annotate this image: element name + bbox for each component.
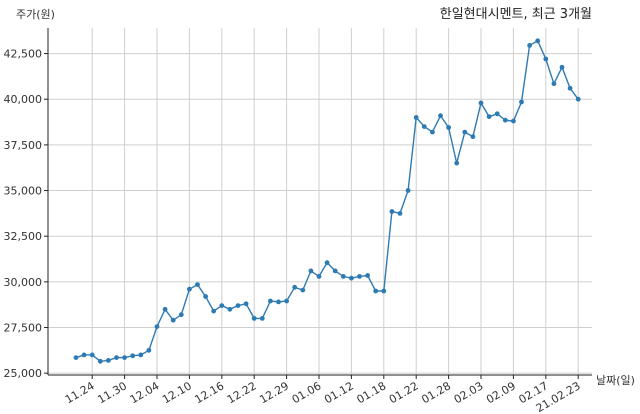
data-point xyxy=(97,358,103,364)
x-tick-label: 12.16 xyxy=(193,379,227,406)
data-point xyxy=(308,268,314,274)
data-point xyxy=(470,134,476,140)
data-point xyxy=(81,352,87,358)
data-point xyxy=(130,353,136,359)
data-point xyxy=(462,129,468,135)
y-axis-label: 주가(원) xyxy=(16,8,55,21)
x-tick-label: 12.10 xyxy=(160,379,194,406)
x-tick-label: 12.22 xyxy=(225,379,259,406)
axes xyxy=(44,28,592,379)
y-tick-label: 40,000 xyxy=(4,93,43,106)
x-tick-label: 11.30 xyxy=(95,379,129,406)
data-point xyxy=(276,299,281,305)
data-point xyxy=(138,352,144,358)
data-point xyxy=(316,274,322,279)
data-point xyxy=(259,316,265,321)
data-point xyxy=(413,115,419,120)
data-point xyxy=(300,287,306,293)
data-point xyxy=(502,117,508,123)
y-tick-label: 32,500 xyxy=(4,230,43,243)
y-tick-label: 37,500 xyxy=(4,139,43,152)
data-point xyxy=(349,275,354,281)
data-point xyxy=(373,288,379,294)
y-tick-label: 42,500 xyxy=(4,48,43,61)
y-tick-labels: 25,000 27,500 30,000 32,500 35,000 37,500 40,0… xyxy=(4,48,43,381)
grid xyxy=(48,28,592,375)
data-point xyxy=(551,81,557,87)
x-tick-label: 02.03 xyxy=(452,379,486,406)
data-point xyxy=(235,303,241,308)
data-point xyxy=(405,188,411,193)
data-point xyxy=(567,85,573,91)
data-point xyxy=(324,260,330,266)
data-point xyxy=(73,355,79,360)
y-tick-label: 25,000 xyxy=(4,367,43,380)
data-point xyxy=(575,96,581,102)
y-tick-label: 30,000 xyxy=(4,276,43,289)
data-point xyxy=(154,324,160,329)
x-tick-label: 02.09 xyxy=(484,379,518,406)
price-data-points xyxy=(73,38,581,364)
x-tick-label: 12.29 xyxy=(257,379,291,406)
y-tick-label: 35,000 xyxy=(4,185,43,198)
data-point xyxy=(446,125,451,130)
data-point xyxy=(292,284,298,290)
chart-title: 한일현대시멘트, 최근 3개월 xyxy=(440,7,592,22)
data-point xyxy=(511,118,516,124)
data-point xyxy=(535,38,541,44)
x-tick-label: 01.18 xyxy=(355,379,389,406)
price-series-line xyxy=(75,39,579,363)
data-point xyxy=(421,124,427,129)
data-point xyxy=(543,56,549,62)
data-point xyxy=(89,352,95,358)
data-point xyxy=(365,273,370,278)
data-point xyxy=(332,268,338,274)
data-point xyxy=(397,211,403,216)
data-point xyxy=(146,347,152,353)
x-axis-label: 날짜(일) xyxy=(596,373,635,387)
y-tick-label: 27,500 xyxy=(4,322,43,335)
data-point xyxy=(178,312,184,318)
data-point xyxy=(106,358,111,363)
data-point xyxy=(430,129,435,135)
data-point xyxy=(122,355,127,360)
x-tick-label: 01.12 xyxy=(322,379,356,406)
data-point xyxy=(519,99,524,105)
data-point xyxy=(381,288,387,294)
data-point xyxy=(227,306,233,312)
data-point xyxy=(162,306,168,312)
data-point xyxy=(251,316,257,321)
x-tick-label: 01.22 xyxy=(387,379,421,406)
data-point xyxy=(527,43,532,48)
data-point xyxy=(114,355,119,360)
data-point xyxy=(340,274,346,279)
x-tick-labels: 11.2411.3012.0412.1012.1612.2212.2901.06… xyxy=(63,379,583,414)
data-point xyxy=(357,274,362,279)
data-point xyxy=(486,114,492,119)
x-tick-label: 01.28 xyxy=(419,379,453,406)
data-point xyxy=(494,111,500,117)
data-point xyxy=(438,113,443,119)
x-tick-label: 12.04 xyxy=(128,379,162,406)
data-point xyxy=(284,298,289,304)
data-point xyxy=(268,298,273,304)
data-point xyxy=(389,209,395,214)
x-tick-label: 11.24 xyxy=(63,379,97,406)
data-point xyxy=(170,317,176,323)
data-point xyxy=(203,294,209,299)
data-point xyxy=(211,308,217,314)
data-point xyxy=(478,100,484,106)
data-point xyxy=(559,64,565,70)
data-point xyxy=(243,301,249,307)
data-point xyxy=(219,303,225,308)
x-tick-label: 01.06 xyxy=(290,379,324,406)
data-point xyxy=(187,286,192,292)
data-point xyxy=(195,282,200,287)
data-point xyxy=(454,160,460,166)
